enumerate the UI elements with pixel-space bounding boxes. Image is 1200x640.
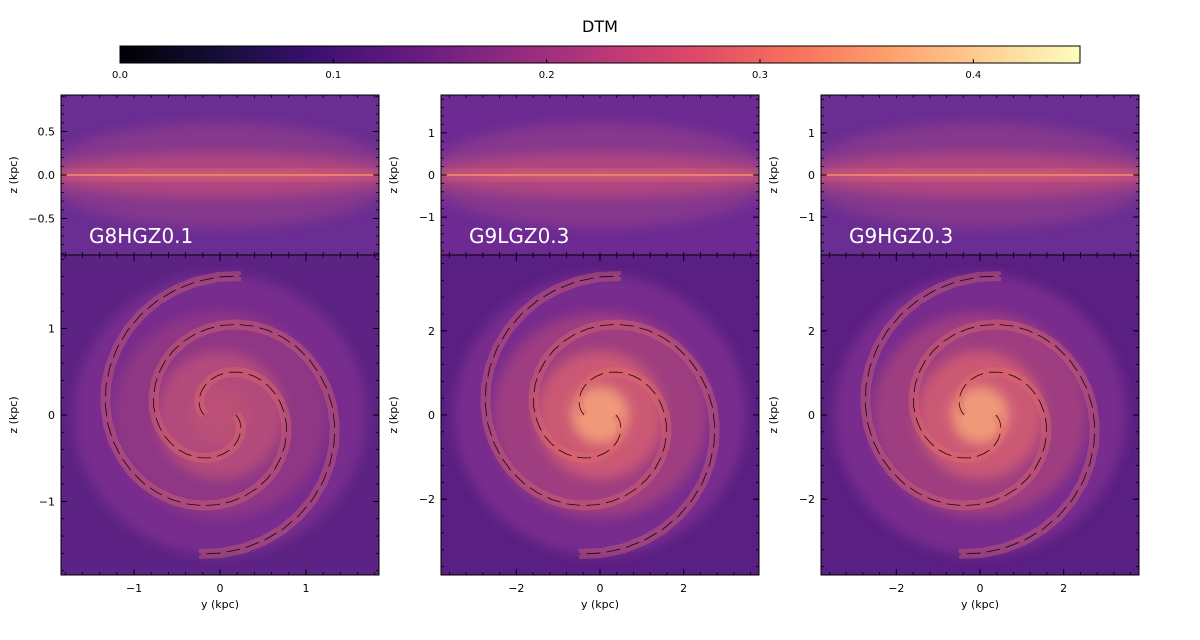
y-tick-label: −1	[799, 211, 815, 224]
y-tick-label: 0	[808, 169, 815, 182]
panels: 0.5 0.0 −0.5 z (kpc) 1 0 −1 z (kpc) −1 0 1 y (kpc) G…	[7, 94, 1140, 611]
x-tick-label: 0	[217, 582, 224, 595]
panel-2: 1 0 −1 z (kpc) 2 0 −2 z (kpc) −2 0 2 y (kpc) G9LGZ0.…	[387, 94, 760, 611]
x-tick-label: −2	[508, 582, 524, 595]
y-tick-label: −1	[419, 211, 435, 224]
colorbar-ticks: 0.0 0.1 0.2 0.3 0.4	[112, 59, 981, 81]
y-tick-label: 0	[808, 409, 815, 422]
y-tick-label: −0.5	[28, 212, 55, 225]
y-tick-label: 1	[48, 323, 55, 336]
x-axis-label: y (kpc)	[961, 598, 999, 611]
colorbar-tick-label: 0.3	[752, 70, 768, 81]
x-tick-label: −1	[126, 582, 142, 595]
face-on-map	[61, 255, 379, 575]
colorbar-tick-label: 0.2	[539, 70, 555, 81]
colorbar	[119, 45, 1081, 64]
panel-3: 1 0 −1 z (kpc) 2 0 −2 z (kpc) −2 0 2 y (kpc) G9HGZ0.…	[767, 94, 1140, 611]
panel-1: 0.5 0.0 −0.5 z (kpc) 1 0 −1 z (kpc) −1 0 1 y (kpc) G…	[7, 94, 380, 611]
x-tick-label: 2	[1060, 582, 1067, 595]
colorbar-title: DTM	[582, 17, 618, 36]
y-axis-label: z (kpc)	[767, 156, 780, 193]
x-tick-label: 0	[977, 582, 984, 595]
x-tick-label: 2	[680, 582, 687, 595]
colorbar-tick-label: 0.4	[965, 70, 981, 81]
spiral-contours	[100, 271, 340, 559]
simulation-label: G9LGZ0.3	[469, 224, 569, 248]
face-on-map	[441, 255, 759, 575]
y-tick-label: 0	[428, 169, 435, 182]
spiral-contours	[860, 271, 1100, 559]
y-axis-label: z (kpc)	[387, 396, 400, 433]
y-tick-label: 0	[48, 409, 55, 422]
y-axis-label: z (kpc)	[7, 156, 20, 193]
y-tick-label: −2	[419, 493, 435, 506]
y-axis-label: z (kpc)	[767, 396, 780, 433]
edge-on-map	[61, 95, 379, 255]
simulation-label: G9HGZ0.3	[849, 224, 953, 248]
colorbar-tick-label: 0.0	[112, 70, 128, 81]
y-tick-label: −1	[39, 495, 55, 508]
x-tick-label: 1	[302, 582, 309, 595]
x-axis-label: y (kpc)	[581, 598, 619, 611]
colorbar-tick-label: 0.1	[325, 70, 341, 81]
edge-on-map	[441, 95, 759, 255]
x-tick-label: −2	[888, 582, 904, 595]
y-tick-label: 0.0	[38, 169, 56, 182]
y-tick-label: 1	[808, 127, 815, 140]
simulation-label: G8HGZ0.1	[89, 224, 193, 248]
y-tick-label: 0	[428, 409, 435, 422]
y-axis-label: z (kpc)	[387, 156, 400, 193]
x-axis-label: y (kpc)	[201, 598, 239, 611]
face-on-map	[821, 255, 1139, 575]
y-tick-label: 2	[808, 325, 815, 338]
x-tick-label: 0	[597, 582, 604, 595]
y-tick-label: −2	[799, 493, 815, 506]
y-tick-label: 1	[428, 127, 435, 140]
y-tick-label: 2	[428, 325, 435, 338]
y-tick-label: 0.5	[38, 126, 56, 139]
spiral-contours	[480, 271, 720, 559]
y-axis-label: z (kpc)	[7, 396, 20, 433]
edge-on-map	[821, 95, 1139, 255]
